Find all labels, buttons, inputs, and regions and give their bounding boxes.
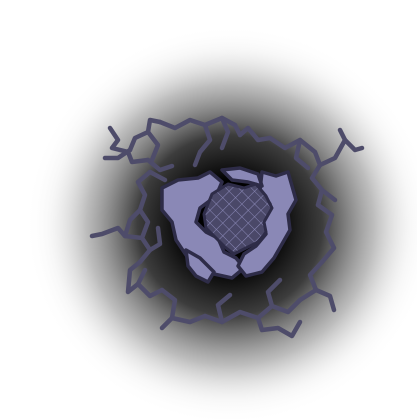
rubble-chunks — [160, 166, 298, 284]
rubble-chunk-top — [220, 166, 264, 188]
rubble-chunk-left — [160, 170, 246, 280]
crack-lines — [89, 115, 365, 339]
rubble-chunk-bottom — [184, 248, 216, 284]
mesh-grate — [202, 182, 274, 256]
